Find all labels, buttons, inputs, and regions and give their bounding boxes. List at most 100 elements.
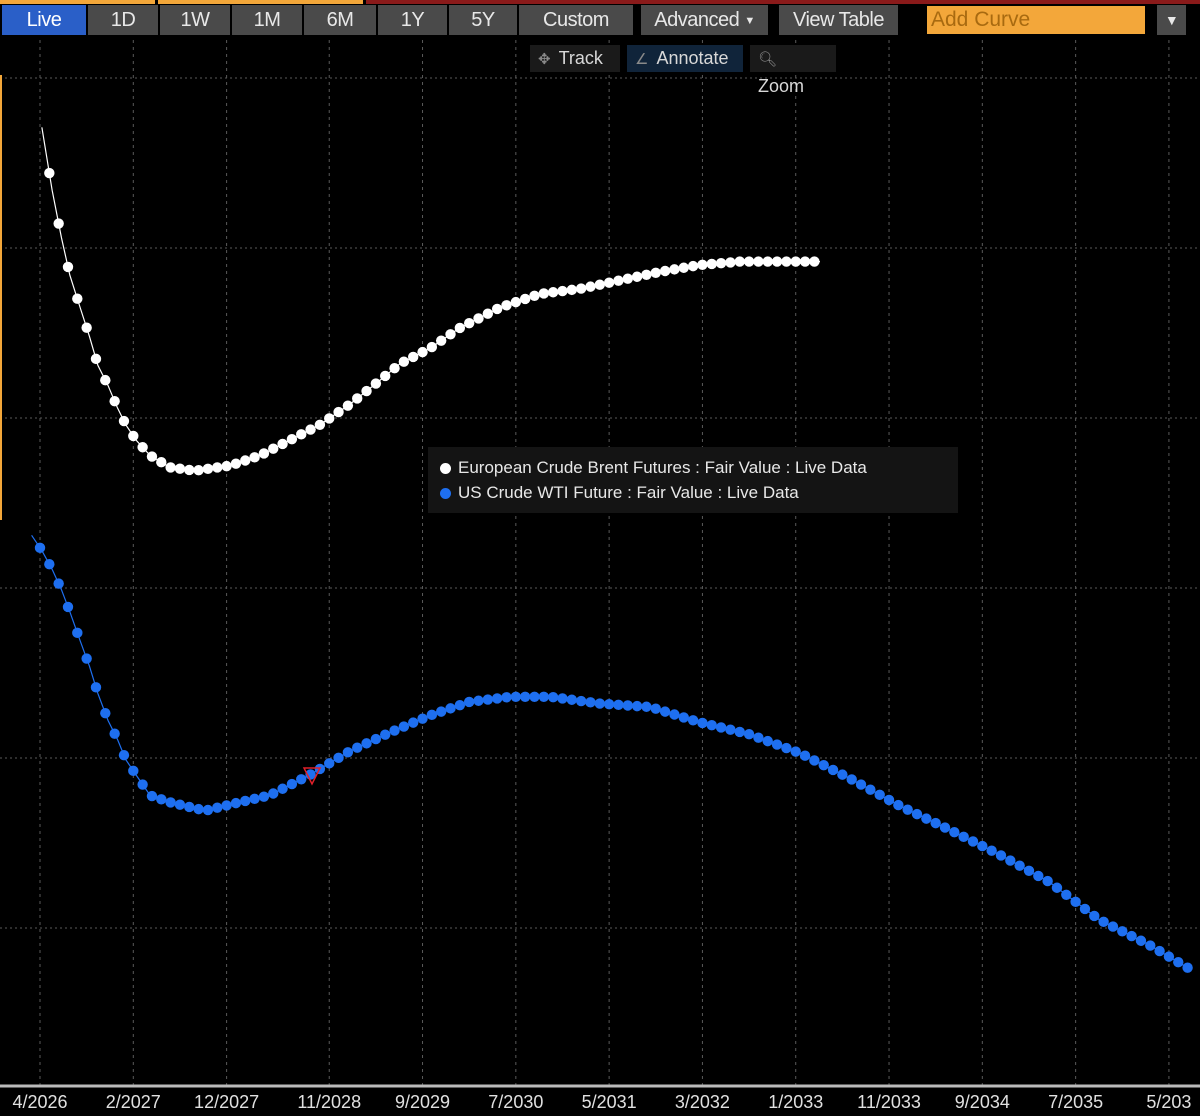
data-point bbox=[1042, 875, 1053, 887]
data-point bbox=[81, 322, 92, 333]
data-point bbox=[324, 413, 335, 424]
data-point bbox=[165, 797, 176, 808]
chart-legend: European Crude Brent Futures : Fair Valu… bbox=[428, 447, 958, 513]
data-point bbox=[90, 353, 102, 365]
data-point bbox=[762, 256, 773, 267]
annotation-triangle-icon bbox=[302, 767, 322, 786]
data-point bbox=[1107, 921, 1119, 932]
x-tick-label: 7/2035 bbox=[1048, 1092, 1104, 1112]
zoom-tool[interactable]: 🔍︎ Zoom bbox=[750, 45, 836, 96]
data-point bbox=[566, 284, 578, 296]
data-point bbox=[44, 559, 55, 570]
data-point bbox=[585, 281, 596, 292]
data-point bbox=[1033, 870, 1044, 882]
data-point bbox=[473, 313, 484, 324]
window-tab-strip bbox=[158, 0, 363, 4]
data-point bbox=[501, 692, 512, 703]
data-point bbox=[380, 370, 391, 382]
data-point bbox=[286, 778, 298, 790]
data-point bbox=[156, 457, 167, 468]
options-menu-button[interactable]: ▼ bbox=[1157, 5, 1186, 35]
data-point bbox=[193, 803, 204, 815]
legend-item-wti[interactable]: US Crude WTI Future : Fair Value : Live … bbox=[440, 482, 799, 504]
data-point bbox=[538, 691, 550, 702]
data-point bbox=[687, 260, 699, 272]
x-tick-label: 9/2034 bbox=[954, 1092, 1010, 1112]
data-point bbox=[174, 463, 186, 474]
range-button-1y[interactable]: 1Y bbox=[378, 5, 447, 35]
data-point bbox=[846, 774, 857, 785]
data-point bbox=[324, 758, 335, 769]
data-point bbox=[491, 303, 503, 315]
data-point bbox=[165, 462, 176, 473]
data-point bbox=[781, 256, 792, 267]
data-point bbox=[184, 464, 195, 476]
advanced-dropdown[interactable]: Advanced ▼ bbox=[641, 5, 768, 35]
data-point bbox=[697, 717, 708, 729]
data-point bbox=[146, 451, 158, 462]
data-point bbox=[566, 694, 578, 705]
view-table-button[interactable]: View Table bbox=[779, 5, 898, 35]
data-point bbox=[286, 433, 298, 445]
data-point bbox=[1126, 930, 1137, 942]
data-point bbox=[911, 808, 923, 820]
data-point bbox=[510, 296, 522, 308]
x-tick-label: 3/2032 bbox=[674, 1092, 730, 1112]
range-button-1m[interactable]: 1M bbox=[232, 5, 302, 35]
data-point bbox=[342, 400, 354, 411]
data-point bbox=[268, 443, 279, 454]
range-button-custom[interactable]: Custom bbox=[519, 5, 633, 35]
data-point bbox=[72, 293, 83, 304]
crosshair-icon: ✥ bbox=[538, 51, 551, 68]
data-point bbox=[547, 287, 559, 298]
data-point bbox=[408, 351, 419, 363]
data-point bbox=[706, 720, 717, 731]
pencil-icon: ∠ bbox=[635, 51, 649, 68]
filter-dropdown-icon: ▼ bbox=[1164, 12, 1179, 28]
data-point bbox=[482, 308, 494, 319]
range-button-5y[interactable]: 5Y bbox=[449, 5, 517, 35]
data-point bbox=[34, 542, 46, 554]
data-point bbox=[585, 697, 596, 708]
legend-item-brent[interactable]: European Crude Brent Futures : Fair Valu… bbox=[440, 457, 867, 479]
advanced-label: Advanced bbox=[654, 9, 740, 31]
data-point bbox=[156, 794, 167, 805]
range-button-6m[interactable]: 6M bbox=[304, 5, 376, 35]
data-point bbox=[753, 256, 764, 267]
data-point bbox=[529, 290, 540, 301]
data-point bbox=[687, 715, 699, 726]
range-button-live[interactable]: Live bbox=[2, 5, 86, 35]
track-tool[interactable]: ✥ Track bbox=[530, 45, 620, 72]
data-point bbox=[370, 733, 382, 745]
data-point bbox=[118, 415, 130, 427]
data-point bbox=[81, 653, 92, 664]
data-point bbox=[799, 256, 811, 267]
data-point bbox=[426, 709, 438, 721]
legend-label: European Crude Brent Futures : Fair Valu… bbox=[458, 458, 867, 477]
range-button-1d[interactable]: 1D bbox=[88, 5, 158, 35]
data-point bbox=[230, 797, 242, 809]
add-curve-input[interactable] bbox=[927, 6, 1145, 34]
data-point bbox=[463, 696, 475, 708]
data-point bbox=[893, 799, 904, 811]
annotate-tool[interactable]: ∠ Annotate bbox=[627, 45, 743, 72]
data-point bbox=[762, 735, 773, 747]
data-point bbox=[855, 779, 867, 790]
data-point bbox=[967, 836, 979, 847]
data-point bbox=[398, 356, 410, 367]
data-point bbox=[995, 850, 1007, 861]
data-point bbox=[44, 167, 55, 179]
data-point bbox=[958, 831, 969, 843]
data-point bbox=[100, 707, 111, 719]
x-tick-label: 5/203 bbox=[1146, 1092, 1192, 1112]
x-tick-label: 2/2027 bbox=[105, 1092, 161, 1112]
data-point bbox=[454, 322, 466, 334]
data-point bbox=[613, 699, 624, 711]
data-point bbox=[463, 317, 475, 329]
range-button-1w[interactable]: 1W bbox=[160, 5, 230, 35]
data-point bbox=[678, 712, 689, 723]
data-point bbox=[519, 691, 531, 702]
data-point bbox=[240, 795, 251, 807]
data-point bbox=[743, 729, 755, 740]
